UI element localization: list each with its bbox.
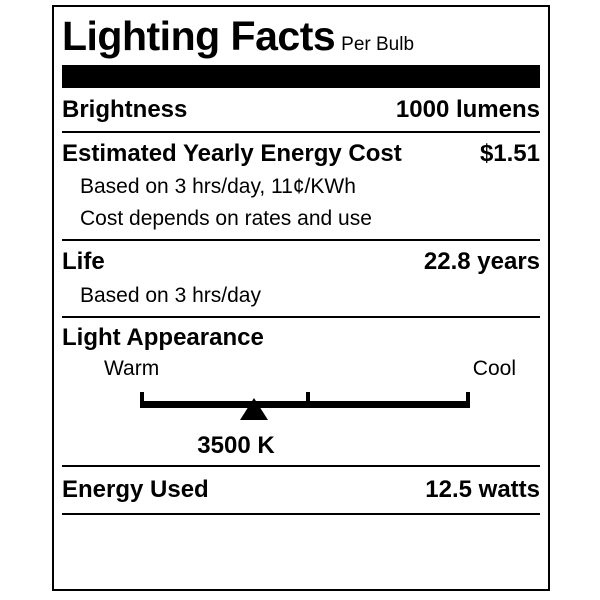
kelvin-value: 3500 K (197, 432, 275, 459)
brightness-value: 1000 lumens (395, 96, 540, 123)
header-black-bar (62, 65, 540, 88)
life-label: Life (62, 248, 105, 275)
brightness-label: Brightness (62, 96, 188, 123)
divider-after-life (62, 316, 540, 318)
light-appearance-label: Light Appearance (62, 324, 264, 351)
footer-blank-area (54, 515, 548, 589)
light-appearance-endpoints: Warm Cool (62, 355, 540, 383)
section-brightness: Brightness 1000 lumens (54, 88, 548, 131)
section-light-appearance: Light Appearance Warm Cool 3500 K (54, 318, 548, 465)
cool-label: Cool (472, 357, 516, 380)
energy-used-value: 12.5 watts (425, 476, 540, 503)
energy-used-row: Energy Used 12.5 watts (62, 472, 540, 508)
divider-after-energy-used (62, 513, 540, 515)
life-row: Life 22.8 years (62, 244, 540, 280)
energy-cost-note-basis: Based on 3 hrs/day, 11¢/KWh (80, 175, 356, 198)
divider-after-energy-cost (62, 239, 540, 241)
warm-label: Warm (104, 357, 160, 380)
divider-after-light-appearance (62, 465, 540, 467)
section-energy-used: Energy Used 12.5 watts (54, 467, 548, 513)
life-value: 22.8 years (423, 248, 540, 275)
section-life: Life 22.8 years Based on 3 hrs/day (54, 241, 548, 316)
scale-tick-middle (306, 392, 310, 408)
divider-after-brightness (62, 131, 540, 133)
energy-cost-value: $1.51 (479, 140, 540, 167)
energy-cost-row: Estimated Yearly Energy Cost $1.51 (62, 137, 540, 171)
color-temperature-scale (62, 385, 540, 431)
life-note-basis: Based on 3 hrs/day (80, 284, 261, 307)
label-title-row: Lighting Facts Per Bulb (54, 7, 548, 65)
brightness-row: Brightness 1000 lumens (62, 92, 540, 128)
page-title: Lighting Facts (62, 13, 336, 59)
scale-pointer-triangle-icon (240, 398, 268, 420)
energy-cost-label: Estimated Yearly Energy Cost (62, 140, 402, 167)
title-suffix: Per Bulb (341, 34, 415, 55)
energy-used-label: Energy Used (62, 476, 209, 503)
energy-cost-note-disclaimer: Cost depends on rates and use (80, 207, 372, 230)
section-energy-cost: Estimated Yearly Energy Cost $1.51 Based… (54, 133, 548, 239)
lighting-facts-label: Lighting Facts Per Bulb Brightness 1000 … (52, 5, 550, 591)
scale-tick-warm-end (140, 392, 144, 408)
scale-bar (140, 401, 470, 408)
scale-tick-cool-end (466, 392, 470, 408)
